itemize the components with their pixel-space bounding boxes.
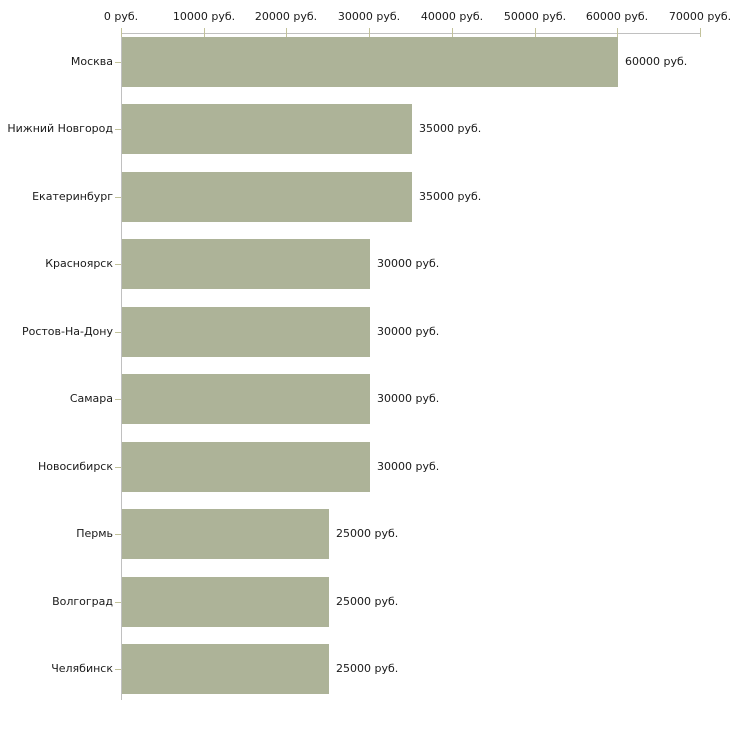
x-axis-tick-label: 40000 руб. [420, 10, 484, 23]
x-axis-line [121, 33, 701, 34]
bar [122, 37, 618, 87]
bar [122, 239, 370, 289]
bar-value-label: 25000 руб. [336, 595, 399, 608]
category-label: Нижний Новгород [7, 122, 113, 135]
bar-value-label: 35000 руб. [419, 190, 482, 203]
y-axis-tick [115, 197, 121, 198]
bar [122, 644, 329, 694]
bar [122, 442, 370, 492]
y-axis-line [121, 33, 122, 700]
x-axis-tick [204, 28, 205, 37]
category-label: Екатеринбург [32, 190, 113, 203]
x-axis-tick [535, 28, 536, 37]
x-axis-tick-label: 20000 руб. [254, 10, 318, 23]
bar [122, 172, 412, 222]
bar-value-label: 30000 руб. [377, 257, 440, 270]
bar-value-label: 30000 руб. [377, 325, 440, 338]
y-axis-tick [115, 129, 121, 130]
x-axis-tick [700, 28, 701, 37]
bar-value-label: 25000 руб. [336, 662, 399, 675]
category-label: Волгоград [52, 595, 113, 608]
category-label: Красноярск [45, 257, 113, 270]
y-axis-tick [115, 602, 121, 603]
x-axis-tick-label: 50000 руб. [503, 10, 567, 23]
x-axis-tick [369, 28, 370, 37]
category-label: Самара [69, 392, 113, 405]
y-axis-tick [115, 534, 121, 535]
y-axis-tick [115, 399, 121, 400]
y-axis-tick [115, 467, 121, 468]
x-axis-tick [452, 28, 453, 37]
bar [122, 577, 329, 627]
bar-value-label: 60000 руб. [625, 55, 688, 68]
bar-value-label: 25000 руб. [336, 527, 399, 540]
bar-value-label: 35000 руб. [419, 122, 482, 135]
y-axis-tick [115, 332, 121, 333]
x-axis-tick [121, 28, 122, 37]
x-axis-tick-label: 10000 руб. [172, 10, 236, 23]
x-axis-tick [617, 28, 618, 37]
x-axis-tick [286, 28, 287, 37]
y-axis-tick [115, 62, 121, 63]
bar-value-label: 30000 руб. [377, 392, 440, 405]
bar [122, 374, 370, 424]
bar [122, 509, 329, 559]
category-label: Ростов-На-Дону [21, 325, 113, 338]
x-axis-tick-label: 0 руб. [103, 10, 139, 23]
x-axis-tick-label: 60000 руб. [585, 10, 649, 23]
bar [122, 104, 412, 154]
bar [122, 307, 370, 357]
bar-value-label: 30000 руб. [377, 460, 440, 473]
x-axis-tick-label: 70000 руб. [668, 10, 730, 23]
x-axis-tick-label: 30000 руб. [337, 10, 401, 23]
category-label: Новосибирск [37, 460, 113, 473]
y-axis-tick [115, 264, 121, 265]
category-label: Пермь [76, 527, 113, 540]
category-label: Челябинск [51, 662, 113, 675]
y-axis-tick [115, 669, 121, 670]
category-label: Москва [70, 55, 113, 68]
